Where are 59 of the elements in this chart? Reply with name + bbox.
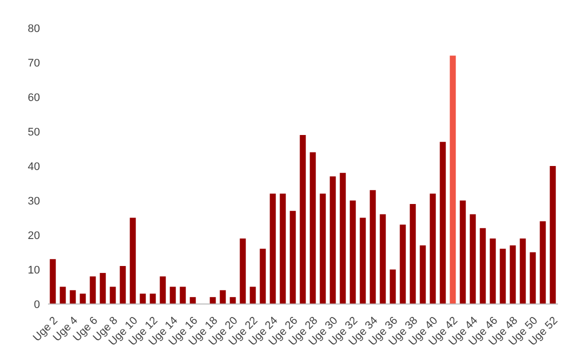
bar <box>300 134 306 304</box>
bar <box>430 194 436 304</box>
bar <box>310 152 316 304</box>
bar <box>330 176 336 304</box>
bar <box>420 245 426 304</box>
bar <box>100 272 106 304</box>
bar <box>350 200 356 304</box>
y-tick-label: 60 <box>28 92 40 104</box>
bar <box>140 294 146 304</box>
bar <box>150 294 156 304</box>
bar <box>90 276 96 304</box>
bar <box>370 190 376 304</box>
bar <box>130 218 136 304</box>
bar <box>440 142 446 304</box>
bar <box>210 297 216 304</box>
y-tick-label: 50 <box>28 126 40 138</box>
bar <box>230 297 236 304</box>
bar <box>70 290 76 304</box>
bar <box>290 210 296 304</box>
bar <box>110 286 116 304</box>
bar <box>170 286 176 304</box>
y-tick-label: 30 <box>28 195 40 208</box>
bar <box>450 56 456 304</box>
bar <box>80 294 86 304</box>
bar <box>490 238 496 304</box>
y-tick-label: 20 <box>28 230 40 242</box>
y-tick-label: 0 <box>34 298 40 311</box>
bar <box>240 238 246 304</box>
bar <box>510 245 516 304</box>
bar <box>530 252 536 304</box>
bar <box>470 214 476 304</box>
bar <box>540 221 546 304</box>
bar <box>550 166 556 304</box>
bar <box>320 194 326 304</box>
bar <box>250 286 256 304</box>
bar <box>120 266 126 304</box>
bar <box>160 276 166 304</box>
bar <box>270 194 276 304</box>
bar <box>520 238 526 304</box>
bar <box>340 172 346 304</box>
bar <box>50 259 56 304</box>
bar <box>280 194 286 304</box>
bar <box>220 290 226 304</box>
bar <box>60 286 66 304</box>
y-tick-label: 10 <box>28 264 40 276</box>
y-tick-label: 80 <box>28 22 40 35</box>
bar <box>410 204 416 304</box>
bar <box>190 297 196 304</box>
bar <box>260 248 266 304</box>
bar <box>380 214 386 304</box>
bar <box>480 228 486 304</box>
y-tick-label: 40 <box>28 160 40 173</box>
bar <box>460 200 466 304</box>
bar <box>400 224 406 304</box>
bar <box>390 270 396 304</box>
y-tick-label: 70 <box>28 57 40 70</box>
bar <box>360 218 366 304</box>
bar <box>500 248 506 304</box>
bar <box>180 286 186 304</box>
